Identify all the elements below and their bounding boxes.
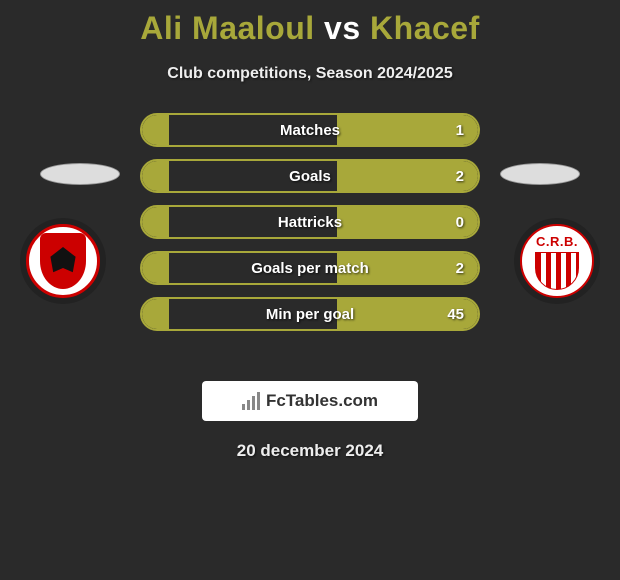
stat-value-right: 2 <box>456 168 464 185</box>
stats-container: Matches 1 Goals 2 Hattricks 0 Goals per … <box>140 113 480 343</box>
crb-stripes-icon <box>535 252 579 290</box>
crb-abbr: C.R.B. <box>522 234 592 249</box>
stat-value-right: 0 <box>456 214 464 231</box>
stat-row-goals: Goals 2 <box>140 159 480 193</box>
branding-text: FcTables.com <box>266 391 378 411</box>
right-club-circle: C.R.B. <box>514 218 600 304</box>
stat-label: Goals <box>142 168 478 185</box>
stat-row-hattricks: Hattricks 0 <box>140 205 480 239</box>
stat-label: Min per goal <box>142 306 478 323</box>
stat-label: Hattricks <box>142 214 478 231</box>
stat-row-matches: Matches 1 <box>140 113 480 147</box>
stat-row-mpg: Min per goal 45 <box>140 297 480 331</box>
ahly-shield <box>40 233 86 289</box>
stat-row-gpm: Goals per match 2 <box>140 251 480 285</box>
stat-label: Goals per match <box>142 260 478 277</box>
crb-badge: C.R.B. <box>520 224 594 298</box>
left-club-circle <box>20 218 106 304</box>
al-ahly-badge <box>26 224 100 298</box>
eagle-icon <box>49 247 77 275</box>
player2-name: Khacef <box>370 10 480 46</box>
stat-value-right: 2 <box>456 260 464 277</box>
stat-value-right: 1 <box>456 122 464 139</box>
bars-icon <box>242 392 260 410</box>
stat-label: Matches <box>142 122 478 139</box>
branding-badge[interactable]: FcTables.com <box>202 381 418 421</box>
player1-name: Ali Maaloul <box>140 10 314 46</box>
vs-text: vs <box>324 10 361 46</box>
right-country-flag <box>500 163 580 185</box>
stat-value-right: 45 <box>447 306 464 323</box>
subtitle: Club competitions, Season 2024/2025 <box>0 65 620 83</box>
left-club-block <box>20 168 106 304</box>
date-text: 20 december 2024 <box>0 441 620 461</box>
right-club-block: C.R.B. <box>514 168 600 304</box>
content-area: C.R.B. Matches 1 Goals 2 Hattricks 0 Go <box>0 113 620 363</box>
left-country-flag <box>40 163 120 185</box>
comparison-title: Ali Maaloul vs Khacef <box>0 0 620 47</box>
